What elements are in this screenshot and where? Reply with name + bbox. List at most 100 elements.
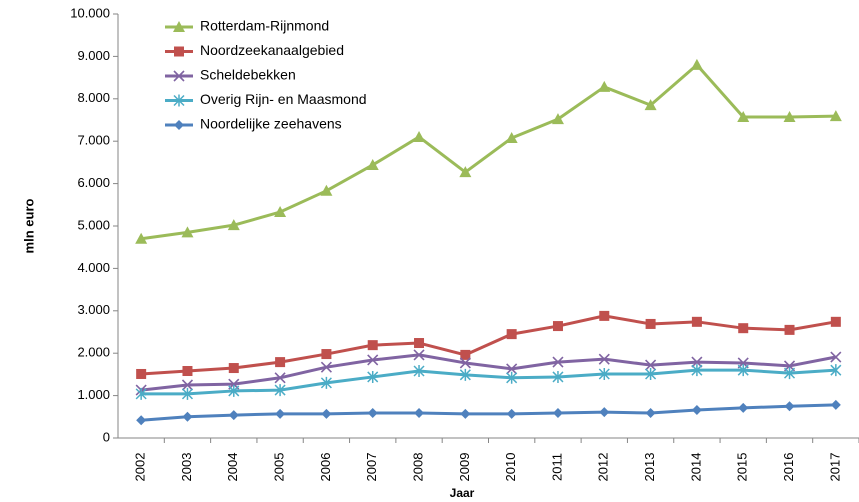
marker	[552, 321, 563, 332]
x-tick-label: 2007	[364, 453, 379, 482]
marker	[181, 379, 194, 391]
marker	[228, 363, 239, 374]
marker	[506, 363, 518, 375]
marker	[181, 226, 194, 238]
x-tick-label: 2006	[318, 453, 333, 482]
x-tick-label: 2012	[596, 453, 611, 482]
marker	[414, 338, 425, 349]
marker	[551, 113, 564, 125]
marker	[173, 94, 185, 107]
marker	[320, 184, 333, 196]
marker	[784, 324, 795, 335]
x-tick-label: 2008	[410, 453, 425, 482]
marker	[135, 387, 147, 400]
marker	[552, 356, 564, 368]
marker	[367, 407, 378, 418]
marker	[737, 111, 750, 123]
marker	[320, 361, 332, 373]
marker	[174, 120, 184, 130]
y-tick-label: 3.000	[77, 302, 110, 317]
series-line	[140, 63, 836, 241]
marker	[737, 364, 749, 377]
marker	[274, 384, 286, 397]
marker	[598, 353, 610, 365]
x-axis-title: Jaar	[450, 486, 475, 500]
series-line	[141, 368, 836, 396]
marker	[182, 366, 193, 377]
marker	[275, 408, 286, 419]
marker	[505, 132, 518, 144]
marker	[459, 357, 471, 369]
x-tick-label: 2014	[688, 453, 703, 482]
marker	[829, 110, 842, 122]
marker	[784, 401, 795, 412]
marker	[691, 356, 703, 368]
marker	[366, 158, 379, 170]
marker	[227, 219, 240, 231]
marker	[691, 316, 702, 327]
x-tick-label: 2003	[179, 453, 194, 482]
marker	[506, 329, 517, 340]
x-tick-label: 2005	[272, 453, 287, 482]
marker	[413, 365, 425, 378]
marker	[135, 232, 148, 244]
marker	[367, 340, 378, 351]
marker	[784, 367, 796, 380]
marker	[460, 349, 471, 360]
marker	[506, 371, 518, 384]
series-line	[141, 314, 837, 376]
legend-label: Scheldebekken	[200, 67, 296, 83]
y-tick-label: 7.000	[77, 133, 110, 148]
marker	[181, 387, 193, 400]
marker	[320, 376, 332, 389]
marker	[182, 411, 193, 422]
y-tick-label: 6.000	[77, 175, 110, 190]
x-tick-label: 2013	[642, 453, 657, 482]
marker	[173, 21, 185, 32]
x-tick-label: 2004	[225, 453, 240, 482]
marker	[599, 310, 610, 321]
y-tick-label: 1.000	[77, 387, 110, 402]
marker	[173, 70, 185, 82]
x-tick-label: 2015	[735, 453, 750, 482]
series-line	[140, 353, 837, 392]
marker	[275, 357, 286, 368]
x-tick-label: 2009	[457, 453, 472, 482]
marker	[691, 364, 703, 377]
y-tick-label: 5.000	[77, 217, 110, 232]
marker	[691, 405, 702, 416]
marker	[459, 368, 471, 381]
x-tick-label: 2002	[133, 453, 148, 482]
y-tick-label: 8.000	[77, 90, 110, 105]
y-axis-title: mln euro	[21, 198, 36, 253]
x-tick-label: 2011	[549, 453, 564, 481]
marker	[321, 408, 332, 419]
marker	[367, 370, 379, 383]
marker	[690, 58, 703, 70]
marker	[645, 367, 657, 380]
marker	[414, 407, 425, 418]
marker	[552, 407, 563, 418]
marker	[274, 206, 287, 218]
x-tick-label: 2017	[827, 453, 842, 482]
legend-label: Overig Rijn- en Maasmond	[200, 91, 367, 107]
marker	[830, 316, 841, 327]
marker	[136, 368, 147, 379]
marker	[367, 354, 379, 366]
marker	[738, 323, 749, 334]
y-tick-label: 9.000	[77, 48, 110, 63]
marker	[598, 80, 611, 92]
marker	[228, 410, 239, 421]
marker	[645, 318, 656, 329]
marker	[321, 349, 332, 360]
marker	[506, 408, 517, 419]
y-tick-label: 2.000	[77, 345, 110, 360]
marker	[598, 367, 610, 380]
marker	[413, 130, 426, 142]
x-tick-label: 2016	[781, 453, 796, 482]
marker	[552, 370, 564, 383]
marker	[830, 364, 842, 377]
marker	[274, 372, 286, 384]
y-tick-label: 0	[103, 429, 110, 444]
marker	[136, 415, 147, 426]
